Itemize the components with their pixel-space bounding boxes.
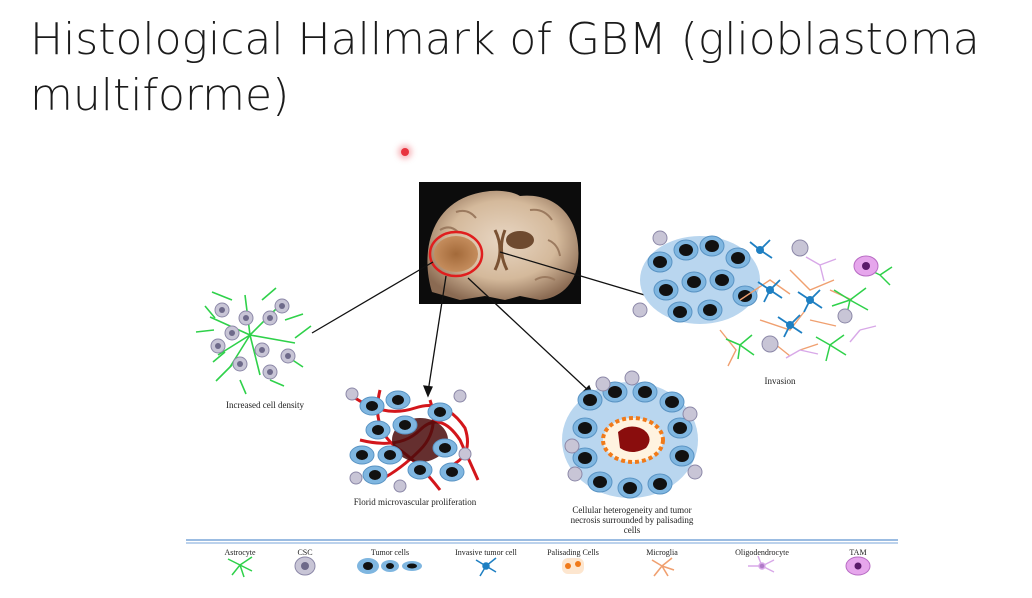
caption-invasion: Invasion	[764, 376, 796, 386]
slide-title: Histological Hallmark of GBM (glioblasto…	[30, 14, 980, 121]
brain-section-image	[419, 182, 581, 304]
invasive-tumor-cell-icon	[475, 557, 497, 577]
panel-necrosis	[562, 370, 703, 499]
legend-label-astrocyte: Astrocyte	[224, 548, 256, 557]
caption-microvascular: Florid microvascular proliferation	[353, 497, 477, 507]
legend-label-microglia: Microglia	[646, 548, 678, 557]
tumor-highlight-ring	[428, 230, 484, 278]
legend-label-csc: CSC	[297, 548, 313, 557]
caption-necrosis: Cellular heterogeneity and tumor necrosi…	[570, 505, 694, 535]
panel-microvascular	[345, 387, 480, 493]
tumor-region	[434, 236, 478, 272]
legend-label-tam: TAM	[849, 548, 867, 557]
connector-lines	[311, 251, 649, 398]
caption-increased-density: Increased cell density	[226, 400, 304, 410]
tam-icon	[845, 556, 871, 576]
tumor-cells-icon	[357, 558, 422, 574]
panel-invasion	[632, 230, 893, 367]
laser-pointer-dot	[401, 148, 409, 156]
palisading-cells-icon	[562, 558, 584, 574]
panel-increased-density	[195, 287, 312, 395]
legend-label-palisading-cells: Palisading Cells	[547, 548, 599, 557]
csc-icon	[294, 556, 316, 576]
legend-label-tumor-cells: Tumor cells	[370, 548, 410, 557]
legend-label-oligodendrocyte: Oligodendrocyte	[735, 548, 789, 557]
legend-label-invasive-tumor-cell: Invasive tumor cell	[455, 548, 517, 557]
oligodendrocyte-icon	[748, 555, 775, 573]
astrocyte-icon	[227, 556, 253, 578]
microglia-icon	[651, 557, 675, 577]
